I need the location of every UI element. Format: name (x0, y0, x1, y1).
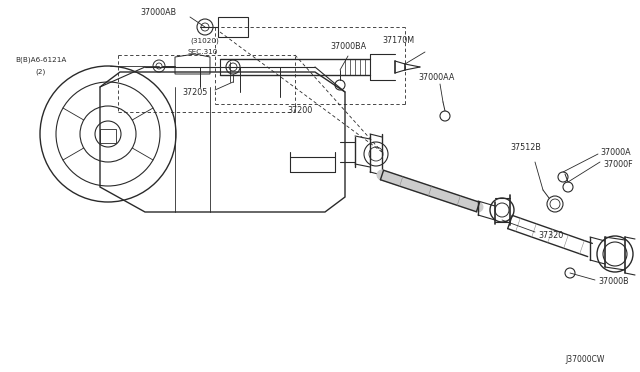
Text: 37000F: 37000F (603, 160, 632, 169)
Text: 37000AB: 37000AB (140, 7, 176, 16)
Text: (2): (2) (35, 69, 45, 75)
Text: 37000B: 37000B (598, 278, 628, 286)
Text: 37200: 37200 (287, 106, 312, 115)
Text: 37512B: 37512B (510, 142, 541, 151)
Text: 37170M: 37170M (382, 35, 414, 45)
Text: 37205: 37205 (182, 87, 207, 96)
Text: 37000A: 37000A (600, 148, 630, 157)
Text: B(B)A6-6121A: B(B)A6-6121A (15, 57, 67, 63)
Text: 37320: 37320 (538, 231, 563, 240)
Text: (31020): (31020) (190, 38, 219, 44)
Text: J37000CW: J37000CW (565, 356, 604, 365)
Text: SEC.310: SEC.310 (188, 49, 218, 55)
Text: 37000BA: 37000BA (330, 42, 366, 51)
Text: 37000AA: 37000AA (418, 73, 454, 81)
